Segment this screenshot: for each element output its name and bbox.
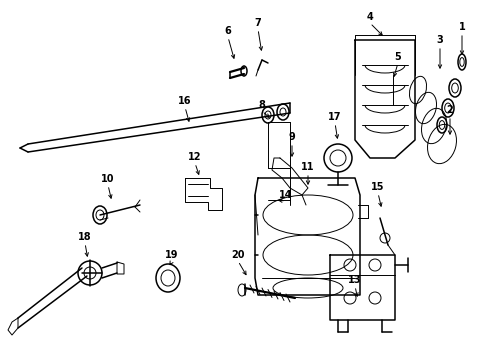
Text: 18: 18 xyxy=(78,232,92,242)
Text: 19: 19 xyxy=(165,250,179,260)
Text: 13: 13 xyxy=(347,275,361,285)
Text: 3: 3 xyxy=(436,35,443,45)
Text: 7: 7 xyxy=(254,18,261,28)
Text: 15: 15 xyxy=(370,182,384,192)
Text: 1: 1 xyxy=(458,22,465,32)
Text: 2: 2 xyxy=(446,105,452,115)
Text: 10: 10 xyxy=(101,174,115,184)
Text: 20: 20 xyxy=(231,250,244,260)
Text: 8: 8 xyxy=(258,100,265,110)
Text: 11: 11 xyxy=(301,162,314,172)
Text: 9: 9 xyxy=(288,132,295,142)
Text: 4: 4 xyxy=(366,12,373,22)
Text: 12: 12 xyxy=(188,152,202,162)
Text: 17: 17 xyxy=(327,112,341,122)
Text: 16: 16 xyxy=(178,96,191,106)
Text: 5: 5 xyxy=(394,52,401,62)
Text: 14: 14 xyxy=(279,190,292,200)
Text: 6: 6 xyxy=(224,26,231,36)
